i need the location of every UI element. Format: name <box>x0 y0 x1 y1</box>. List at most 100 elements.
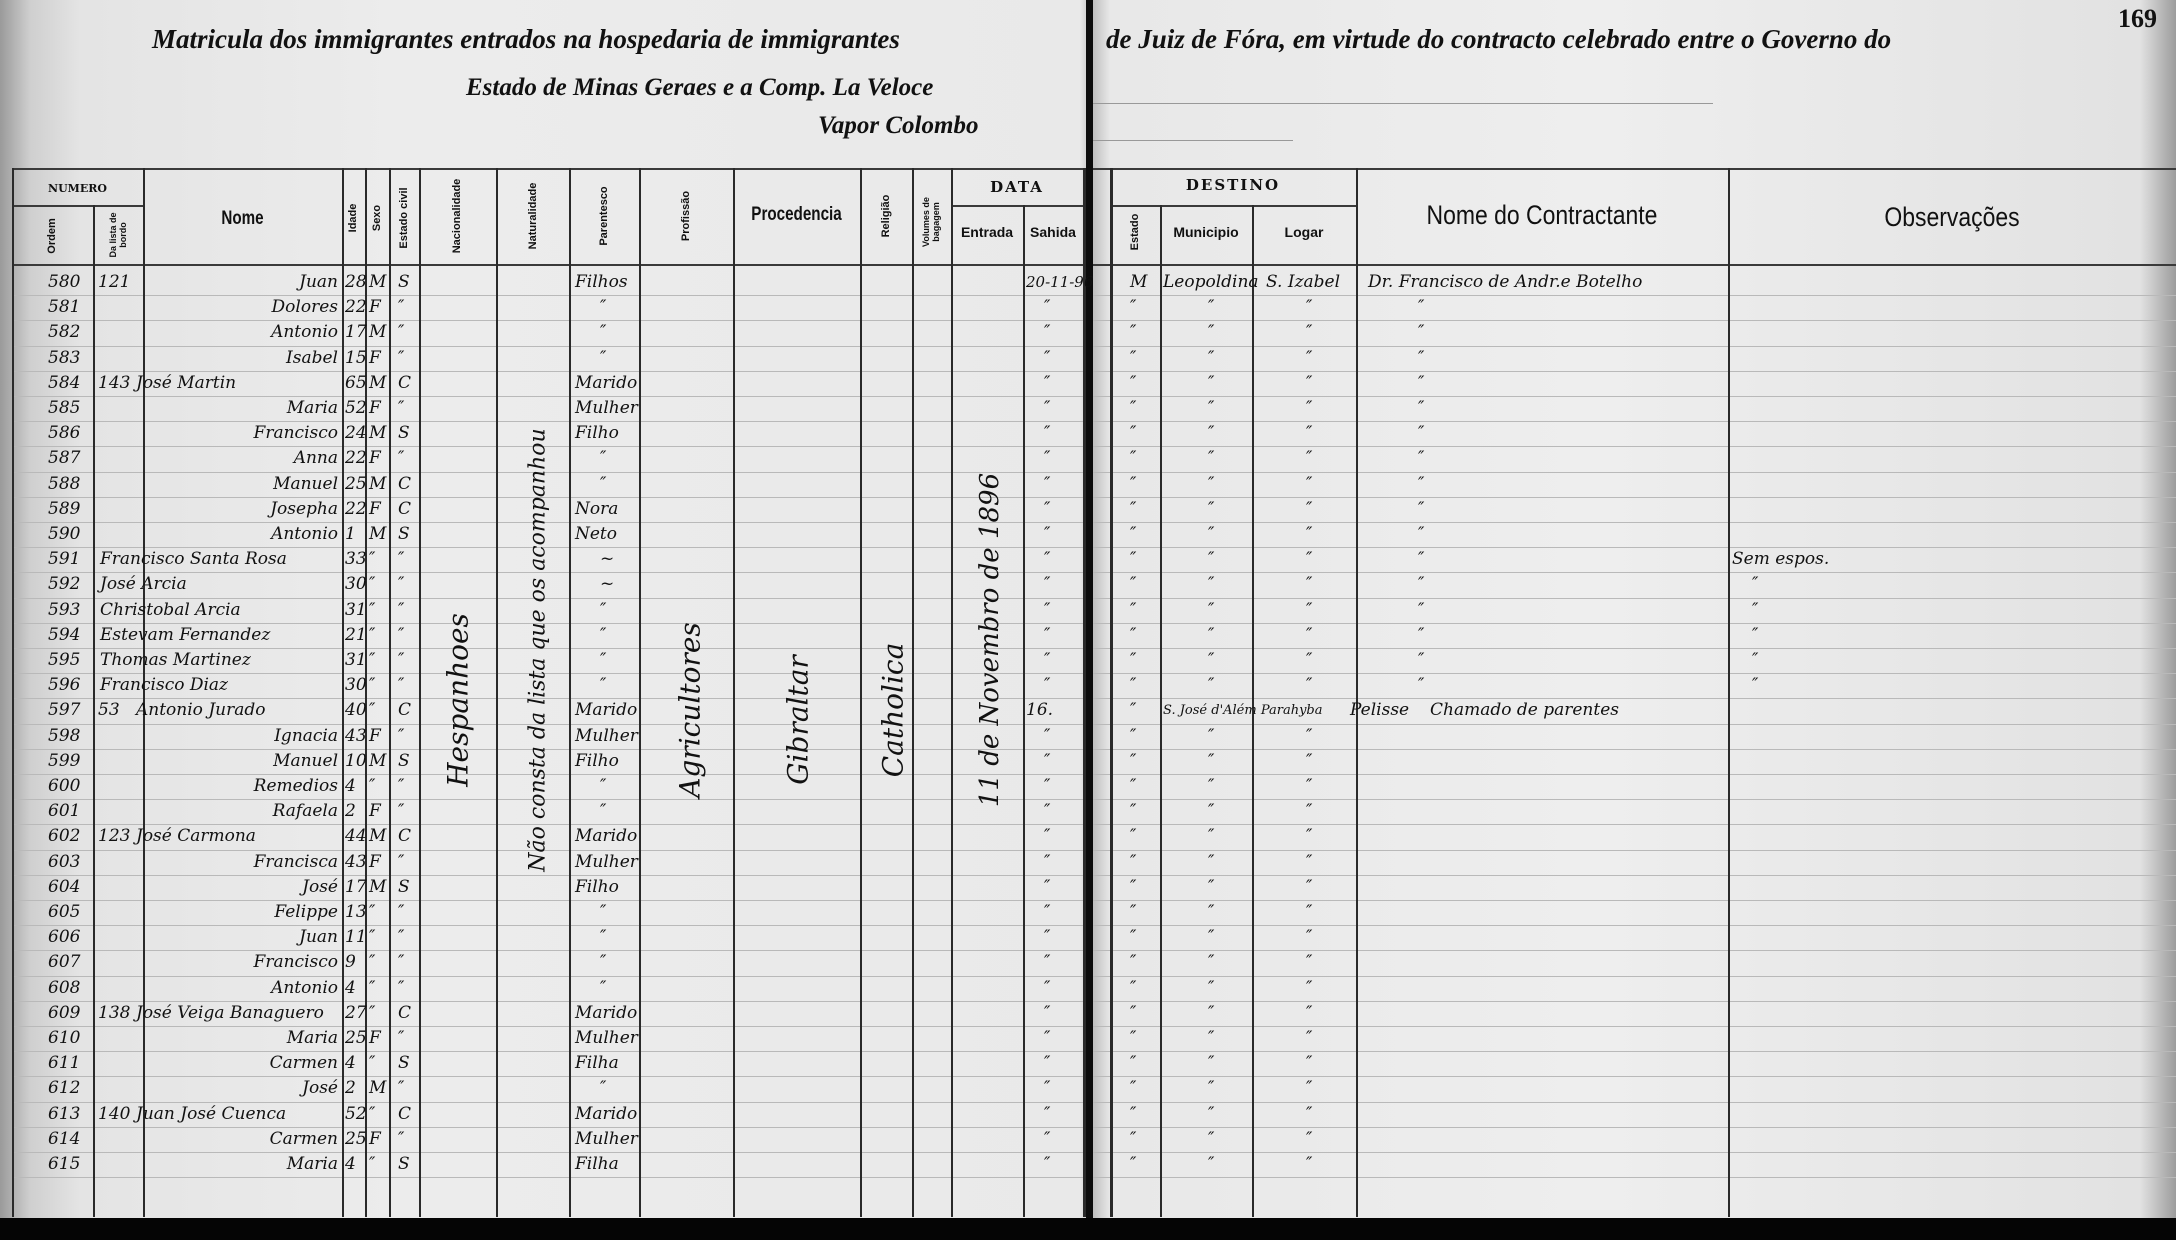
cell-parentesco: Neto <box>575 524 618 544</box>
cell-civil: ″ <box>398 650 405 670</box>
cell-civil: ″ <box>398 398 405 418</box>
cell-logar: ″ <box>1306 876 1313 897</box>
cell-municipio: ″ <box>1208 1128 1215 1149</box>
cell-ordem: 595 <box>48 650 81 670</box>
cell-sahida: ″ <box>1044 297 1051 318</box>
column-rule <box>12 168 14 1218</box>
cell-sexo: ″ <box>369 1002 376 1023</box>
cell-sexo: F <box>369 851 381 872</box>
cell-municipio: ″ <box>1208 952 1215 973</box>
cell-estado: ″ <box>1130 448 1137 469</box>
cell-sahida: ″ <box>1044 826 1051 847</box>
cell-parentesco: ″ <box>600 599 607 620</box>
cell-sexo: ″ <box>369 902 376 922</box>
cell-idade: 11 <box>345 927 367 948</box>
cell-sexo: F <box>369 498 381 519</box>
cell-municipio: ″ <box>1208 1078 1215 1099</box>
row-rule <box>1093 925 2176 927</box>
cell-parentesco: ″ <box>600 297 607 318</box>
cell-ordem: 614 <box>48 1128 81 1149</box>
numero-sub-rule <box>12 205 143 207</box>
cell-contractante: ″ <box>1418 347 1425 368</box>
cell-idade: 65 <box>345 372 367 393</box>
cell-obs: ″ <box>1752 675 1759 696</box>
cell-municipio: ″ <box>1208 398 1215 418</box>
cell-municipio: ″ <box>1208 675 1215 696</box>
row-rule <box>1093 1152 2176 1153</box>
title-left: Matricula dos immigrantes entrados na ho… <box>152 24 900 54</box>
header-bottom-rule <box>12 264 1086 266</box>
row-rule <box>12 900 1086 901</box>
cell-estado: ″ <box>1130 1078 1137 1099</box>
cell-estado: ″ <box>1130 927 1137 948</box>
cell-idade: 4 <box>345 1154 356 1174</box>
cell-parentesco: Mulher <box>575 1028 638 1048</box>
cell-estado: ″ <box>1130 297 1137 318</box>
cell-idade: 17 <box>345 322 367 343</box>
cell-estado: ″ <box>1130 473 1137 494</box>
cell-idade: 21 <box>345 624 367 645</box>
page-number: 169 <box>2118 4 2157 33</box>
table-row: 580 121 28 M S Filhos 20-11-96 M Leopoldina S. Iz… <box>0 270 2176 295</box>
cell-municipio: ″ <box>1208 624 1215 645</box>
column-rule <box>496 168 498 1218</box>
cell-nome: Antonio <box>271 322 338 343</box>
row-rule <box>1093 320 2176 322</box>
cell-estado: ″ <box>1130 1128 1137 1149</box>
cell-sexo: M <box>369 423 387 444</box>
cell-ordem: 608 <box>48 977 81 998</box>
row-rule <box>1093 597 2176 599</box>
row-rule <box>12 925 1086 927</box>
cell-nome: José <box>302 876 338 897</box>
column-rule <box>1356 168 1358 1218</box>
cell-nome: Josepha <box>270 498 338 519</box>
cell-ordem: 590 <box>48 524 81 544</box>
header-top-rule <box>1093 168 2176 170</box>
cell-estado: ″ <box>1130 549 1137 570</box>
cell-nome: Manuel <box>273 750 338 771</box>
cell-nome: Maria <box>286 1154 338 1174</box>
cell-sahida: 16. <box>1026 700 1054 721</box>
cell-municipio: ″ <box>1208 574 1215 595</box>
cell-civil: C <box>398 473 412 494</box>
row-rule <box>1093 496 2176 498</box>
cell-sahida: ″ <box>1044 448 1051 469</box>
cell-ordem: 581 <box>48 297 81 318</box>
table-row: 598 43 F ″ Mulher ″ ″ ″ ″ Ignacia <box>0 724 2176 749</box>
cell-civil: C <box>398 1103 412 1124</box>
table-row: 611 4 ″ S Filha ″ ″ ″ ″ Carmen <box>0 1051 2176 1076</box>
table-row: 584 143 65 M C Marido ″ ″ ″ ″ ″ José Martin <box>0 371 2176 396</box>
cell-civil: S <box>398 524 410 544</box>
cell-parentesco: ″ <box>600 448 607 469</box>
cell-municipio: ″ <box>1208 599 1215 620</box>
cell-nome: Isabel <box>286 347 338 368</box>
table-row: 583 15 F ″ ″ ″ ″ ″ ″ ″ Isabel <box>0 346 2176 371</box>
cell-municipio: ″ <box>1208 524 1215 544</box>
row-rule <box>12 370 1086 372</box>
cell-logar: ″ <box>1306 599 1313 620</box>
cell-ordem: 610 <box>48 1028 81 1048</box>
table-row: 592 30 ″ ″ ~ ″ ″ ″ ″ ″ ″ José Arcia <box>0 572 2176 597</box>
cell-municipio: ″ <box>1208 322 1215 343</box>
cell-idade: 44 <box>345 826 367 847</box>
cell-lista: 138 <box>98 1002 131 1023</box>
cell-contractante: ″ <box>1418 372 1425 393</box>
cell-idade: 4 <box>345 1053 356 1074</box>
cell-ordem: 611 <box>48 1053 81 1074</box>
cell-parentesco: ″ <box>600 675 607 696</box>
cell-municipio: ″ <box>1208 826 1215 847</box>
cell-lista: 140 <box>98 1103 131 1124</box>
table-row: 594 21 ″ ″ ″ ″ ″ ″ ″ ″ ″ Estevam Fernandez <box>0 623 2176 648</box>
row-rule <box>12 975 1086 977</box>
cell-civil: C <box>398 372 412 393</box>
table-row: 600 4 ″ ″ ″ ″ ″ ″ ″ Remedios <box>0 774 2176 799</box>
cell-sexo: M <box>369 750 387 771</box>
cell-parentesco: ″ <box>600 347 607 368</box>
cell-civil: ″ <box>398 574 405 595</box>
cell-sahida: ″ <box>1044 1154 1051 1174</box>
cell-estado: ″ <box>1130 1028 1137 1048</box>
cell-parentesco: Marido <box>575 700 638 721</box>
cell-civil: ″ <box>398 1078 405 1099</box>
cell-logar: ″ <box>1306 498 1313 519</box>
row-rule <box>12 496 1086 498</box>
